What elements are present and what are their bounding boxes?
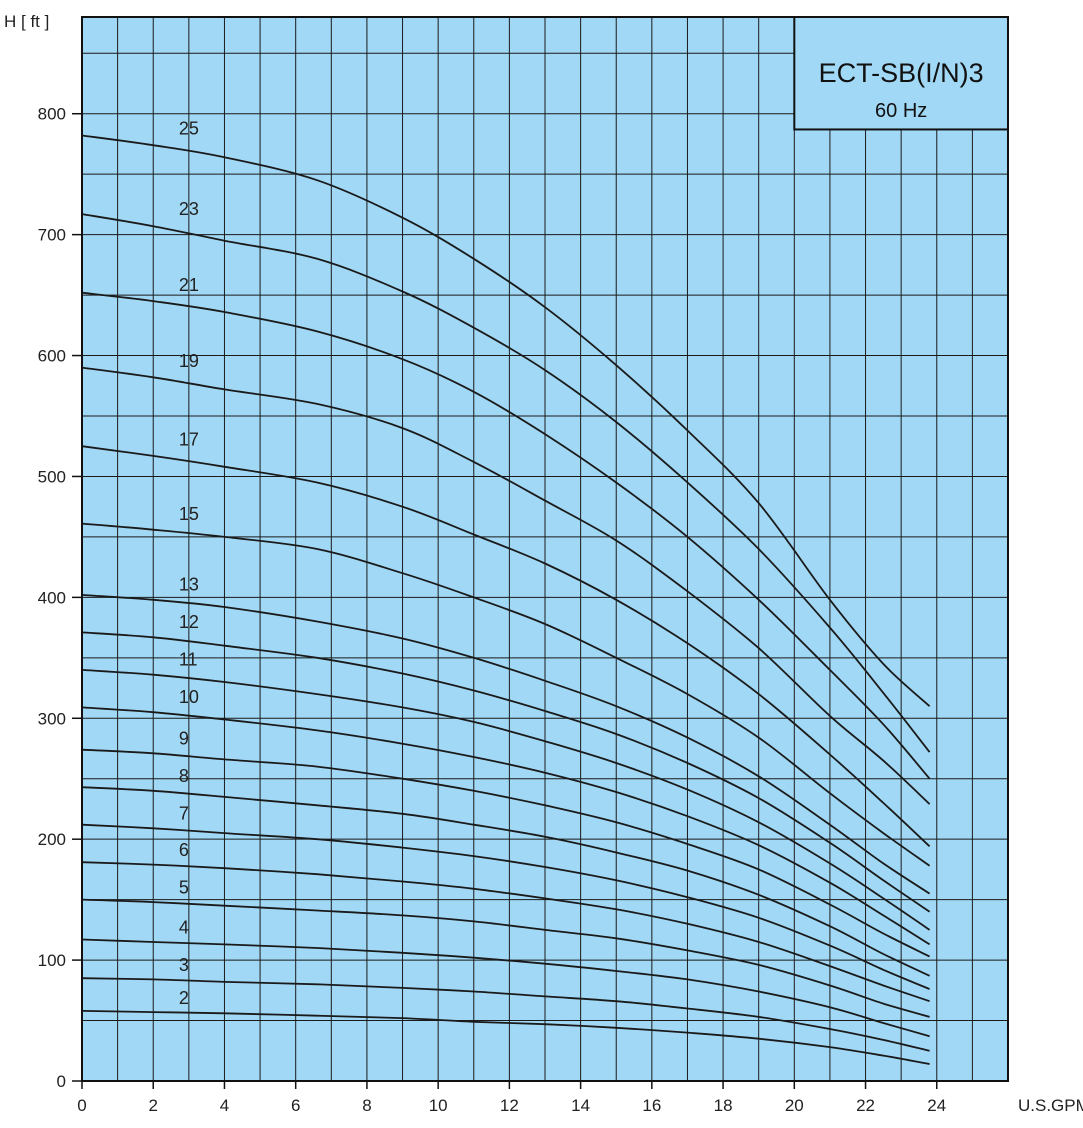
curve-label-13: 13 (179, 575, 199, 595)
y-tick-label: 200 (38, 830, 66, 849)
curve-stages-11 (81, 669, 931, 931)
curve-label-9: 9 (179, 728, 189, 748)
curve-label-21: 21 (179, 275, 199, 295)
y-tick-label: 0 (57, 1072, 66, 1091)
x-tick-label: 0 (77, 1096, 86, 1115)
curve-stages-19 (81, 366, 931, 805)
x-tick-label: 12 (500, 1096, 519, 1115)
grid (82, 17, 1008, 1081)
curve-label-8: 8 (179, 766, 189, 786)
x-tick-label: 16 (642, 1096, 661, 1115)
curve-label-10: 10 (179, 687, 199, 707)
y-axis-label: H [ ft ] (4, 12, 49, 31)
chart-subtitle: 60 Hz (875, 100, 927, 122)
x-axis-label: U.S.GPM (1018, 1096, 1083, 1115)
curve-stages-9 (81, 748, 931, 958)
y-tick-label: 100 (38, 951, 66, 970)
x-tick-label: 14 (571, 1096, 590, 1115)
curve-label-2: 2 (179, 988, 189, 1008)
curve-stages-10 (81, 706, 931, 946)
x-tick-label: 2 (148, 1096, 157, 1115)
title-box-frame (793, 16, 1009, 131)
x-tick-label: 4 (220, 1096, 229, 1115)
x-tick-label: 20 (785, 1096, 804, 1115)
curve-stages-15 (81, 522, 931, 867)
x-tick-label: 22 (856, 1096, 875, 1115)
curve-stages-6 (81, 861, 930, 1003)
x-tick-label: 18 (714, 1096, 733, 1115)
axes: 0 2 4 6 8 10 12 14 16 18 20 22 240100200300400500600… (38, 105, 947, 1115)
x-tick-label: 8 (362, 1096, 371, 1115)
curve-stages-13 (81, 594, 931, 895)
curve-label-7: 7 (179, 803, 189, 823)
y-tick-label: 500 (38, 467, 66, 486)
curve-stages-8 (81, 786, 930, 977)
y-tick-label: 700 (38, 226, 66, 245)
curve-label-11: 11 (179, 650, 198, 670)
curve-stages-5 (81, 898, 930, 1018)
curve-stages-2 (81, 1010, 930, 1065)
plot-frame (81, 16, 1009, 1082)
curve-stages-21 (81, 291, 931, 780)
chart-title: ECT-SB(I/N)3 (819, 58, 984, 88)
curves (81, 134, 931, 1065)
curve-label-15: 15 (179, 504, 199, 524)
curve-label-17: 17 (179, 429, 199, 449)
y-tick-label: 600 (38, 347, 66, 366)
x-tick-label: 24 (927, 1096, 946, 1115)
curve-label-12: 12 (179, 612, 199, 632)
curve-label-23: 23 (179, 199, 199, 219)
y-tick-label: 300 (38, 709, 66, 728)
y-tick-label: 400 (38, 588, 66, 607)
curve-label-25: 25 (179, 119, 199, 139)
curve-stages-7 (81, 823, 930, 990)
curve-label-6: 6 (179, 840, 189, 860)
curve-stages-3 (81, 977, 930, 1052)
curve-stages-12 (81, 631, 931, 913)
title-box: ECT-SB(I/N)3 60 Hz (793, 16, 1009, 131)
curve-label-3: 3 (179, 955, 189, 975)
curve-stages-17 (81, 445, 931, 848)
curve-stages-23 (81, 213, 931, 753)
curve-stages-25 (81, 134, 931, 707)
x-tick-label: 10 (429, 1096, 448, 1115)
curve-stages-4 (81, 938, 930, 1038)
y-tick-label: 800 (38, 105, 66, 124)
x-tick-label: 6 (291, 1096, 300, 1115)
curve-label-19: 19 (179, 351, 199, 371)
curve-label-5: 5 (179, 877, 189, 897)
curve-label-4: 4 (179, 917, 189, 937)
